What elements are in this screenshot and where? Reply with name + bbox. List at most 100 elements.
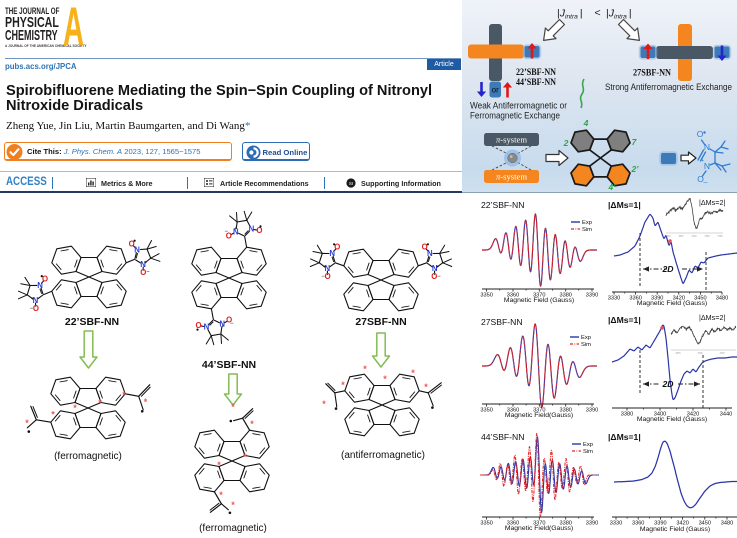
svg-text:*: * bbox=[383, 374, 387, 384]
svg-text:2’: 2’ bbox=[630, 164, 639, 174]
svg-text:Sim: Sim bbox=[582, 227, 592, 233]
svg-text:Exp: Exp bbox=[582, 220, 592, 226]
svg-text:4: 4 bbox=[583, 118, 589, 128]
svg-text:Weak Antiferromagnetic or: Weak Antiferromagnetic or bbox=[470, 101, 567, 111]
svg-text:22’SBF-NN: 22’SBF-NN bbox=[65, 316, 119, 328]
svg-text:3370: 3370 bbox=[533, 293, 545, 299]
svg-text:O: O bbox=[697, 129, 704, 139]
svg-text:|ΔMs=1|: |ΔMs=1| bbox=[608, 200, 641, 210]
svg-text:O: O bbox=[140, 268, 146, 277]
svg-text:3330: 3330 bbox=[608, 296, 620, 302]
svg-text:π-system: π-system bbox=[496, 172, 527, 182]
svg-text:(ferromagnetic): (ferromagnetic) bbox=[199, 523, 267, 534]
svg-text:3380: 3380 bbox=[621, 412, 633, 418]
svg-text:2D: 2D bbox=[662, 379, 674, 389]
svg-text:O: O bbox=[42, 274, 48, 283]
svg-text:N: N bbox=[324, 264, 330, 273]
svg-text:(antiferromagnetic): (antiferromagnetic) bbox=[341, 450, 425, 461]
svg-text:O: O bbox=[325, 272, 331, 281]
svg-text:N: N bbox=[704, 161, 710, 171]
svg-text:22’SBF-NN: 22’SBF-NN bbox=[516, 67, 556, 77]
svg-text:4’: 4’ bbox=[607, 182, 616, 192]
svg-text:44’SBF-NN: 44’SBF-NN bbox=[516, 77, 556, 87]
svg-text:O: O bbox=[33, 304, 39, 313]
svg-text:7: 7 bbox=[632, 137, 638, 147]
svg-text:3480: 3480 bbox=[721, 521, 733, 527]
svg-text:–: – bbox=[704, 180, 708, 187]
svg-text:N: N bbox=[33, 296, 39, 305]
svg-text:3420: 3420 bbox=[687, 412, 699, 418]
svg-text:(ferromagnetic): (ferromagnetic) bbox=[54, 451, 122, 462]
svg-text:27SBF-NN: 27SBF-NN bbox=[355, 316, 406, 328]
svg-text:3400: 3400 bbox=[654, 412, 666, 418]
svg-text:27SBF-NN: 27SBF-NN bbox=[633, 68, 671, 78]
svg-text:3380: 3380 bbox=[559, 521, 571, 527]
svg-text:3670: 3670 bbox=[678, 236, 684, 238]
svg-text:N: N bbox=[249, 225, 255, 234]
svg-text:2D: 2D bbox=[662, 264, 674, 274]
svg-text:3370: 3370 bbox=[533, 408, 545, 414]
svg-text:3440: 3440 bbox=[720, 412, 732, 418]
svg-text:*: * bbox=[243, 452, 247, 462]
svg-text:|ΔMs=2|: |ΔMs=2| bbox=[699, 313, 725, 322]
svg-text:Magnetic Field (Gauss): Magnetic Field (Gauss) bbox=[637, 300, 707, 307]
svg-text:3360: 3360 bbox=[507, 408, 519, 414]
svg-text:3330: 3330 bbox=[610, 521, 622, 527]
svg-text:Magnetic Field (Gauss): Magnetic Field (Gauss) bbox=[504, 297, 574, 304]
svg-text:*: * bbox=[250, 419, 254, 429]
svg-text:*: * bbox=[51, 410, 55, 420]
svg-text:3450: 3450 bbox=[694, 296, 706, 302]
svg-text:3360: 3360 bbox=[629, 296, 641, 302]
svg-text:N: N bbox=[704, 142, 710, 152]
svg-text:+: + bbox=[31, 296, 34, 302]
svg-text:N: N bbox=[219, 320, 225, 329]
svg-text:3420: 3420 bbox=[676, 521, 688, 527]
svg-text:|ΔMs=1|: |ΔMs=1| bbox=[608, 315, 641, 325]
svg-text:|ΔMs=1|: |ΔMs=1| bbox=[608, 432, 641, 442]
svg-text:3420: 3420 bbox=[673, 296, 685, 302]
svg-text:3790: 3790 bbox=[717, 236, 723, 238]
svg-text:*: * bbox=[73, 403, 77, 413]
svg-text:O: O bbox=[431, 272, 437, 281]
svg-text:+: + bbox=[701, 158, 704, 164]
svg-text:3710: 3710 bbox=[691, 236, 697, 238]
svg-text:*: * bbox=[411, 368, 415, 378]
svg-text:−: − bbox=[437, 274, 441, 280]
svg-text:*: * bbox=[217, 460, 221, 470]
svg-text:N: N bbox=[432, 264, 438, 273]
svg-text:44’SBF-NN: 44’SBF-NN bbox=[202, 359, 256, 371]
svg-text:Ferromagnetic Exchange: Ferromagnetic Exchange bbox=[470, 111, 560, 121]
svg-text:−: − bbox=[225, 229, 229, 235]
svg-text:*: * bbox=[144, 397, 148, 407]
svg-text:*: * bbox=[363, 364, 367, 374]
svg-text:Magnetic Field(Gauss): Magnetic Field(Gauss) bbox=[505, 412, 573, 419]
svg-text:3390: 3390 bbox=[586, 521, 598, 527]
svg-text:O: O bbox=[334, 243, 340, 252]
svg-text:*: * bbox=[341, 380, 345, 390]
svg-text:2: 2 bbox=[563, 138, 569, 148]
svg-text:O: O bbox=[422, 243, 428, 252]
svg-text:π-system: π-system bbox=[496, 135, 527, 145]
svg-text:*: * bbox=[231, 402, 235, 412]
svg-text:or: or bbox=[492, 86, 499, 95]
svg-text:<: < bbox=[595, 7, 601, 19]
svg-text:|Jintra |: |Jintra | bbox=[557, 8, 583, 21]
svg-text:O: O bbox=[129, 239, 135, 248]
svg-text:3390: 3390 bbox=[586, 408, 598, 414]
svg-text:3390: 3390 bbox=[651, 296, 663, 302]
svg-text:3350: 3350 bbox=[480, 293, 492, 299]
svg-text:|ΔMs=2|: |ΔMs=2| bbox=[699, 198, 725, 207]
svg-text:N: N bbox=[134, 245, 140, 254]
svg-text:N: N bbox=[427, 249, 433, 258]
svg-text:3350: 3350 bbox=[480, 521, 492, 527]
svg-text:|Jintra |: |Jintra | bbox=[606, 8, 632, 21]
svg-text:*: * bbox=[25, 418, 29, 428]
svg-text:Sim: Sim bbox=[581, 342, 591, 348]
svg-text:Magnetic Field (Gauss): Magnetic Field (Gauss) bbox=[637, 416, 707, 423]
svg-text:Magnetic Field (Gauss): Magnetic Field (Gauss) bbox=[640, 526, 710, 533]
svg-text:−: − bbox=[30, 306, 34, 312]
svg-text:3630: 3630 bbox=[665, 236, 671, 238]
svg-text:3700: 3700 bbox=[697, 353, 703, 355]
svg-text:3360: 3360 bbox=[507, 521, 519, 527]
svg-text:3750: 3750 bbox=[704, 236, 710, 238]
